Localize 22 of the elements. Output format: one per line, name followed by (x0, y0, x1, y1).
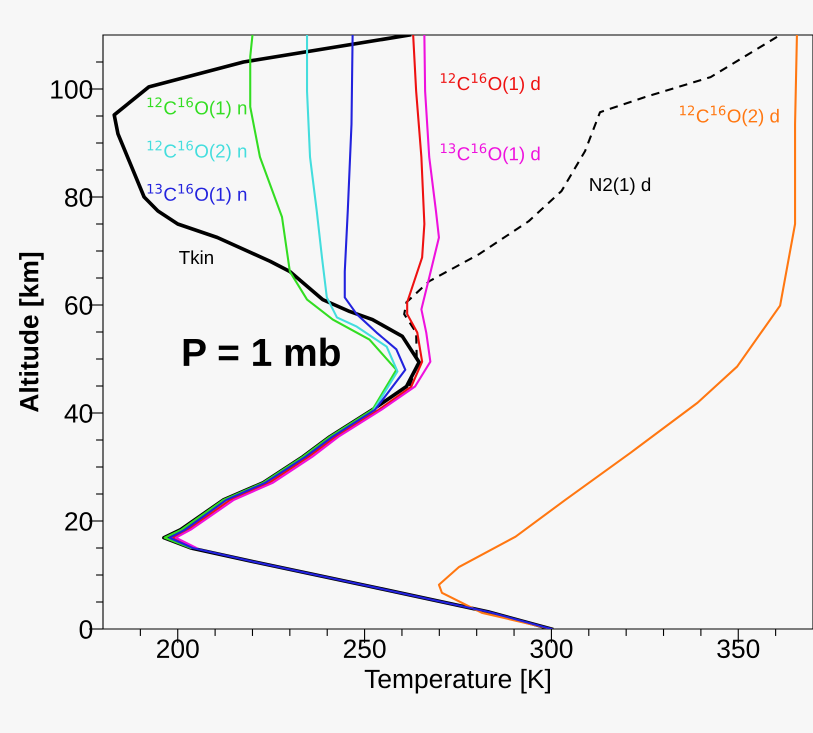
x-tick-label: 350 (717, 639, 760, 658)
y-tick-label: 0 (80, 620, 92, 639)
x-tick-label: 200 (157, 639, 199, 658)
y-tick-label: 60 (65, 296, 92, 315)
y-tick-label: 100 (51, 80, 92, 99)
x-axis-title: Temperature [K] (364, 668, 550, 694)
series-label: $^{12}$C$^{16}$O(1) n (148, 97, 246, 118)
series-label: N2(1) d (590, 177, 650, 195)
series-label: Tkin (179, 250, 213, 264)
series-label: $^{12}$C$^{16}$O(2) d (680, 106, 779, 126)
text: $^{13}$C$^{16}$O(1) n (148, 184, 246, 205)
text: $^{12}$C$^{16}$O(2) n (148, 140, 246, 162)
series-label: $^{12}$C$^{16}$O(1) d (440, 73, 540, 94)
x-tick-label: 250 (344, 639, 386, 658)
line-series (438, 35, 798, 629)
y-tick-label: 80 (65, 188, 92, 207)
y-axis-title: Altitude [km] (19, 252, 44, 412)
series-label: $^{13}$C$^{16}$O(1) d (440, 143, 540, 164)
y-tick-label: 40 (64, 404, 92, 423)
annotation: P = 1 mb (184, 338, 340, 366)
y-tick-label: 20 (65, 512, 92, 531)
x-tick-label: 300 (530, 639, 572, 658)
